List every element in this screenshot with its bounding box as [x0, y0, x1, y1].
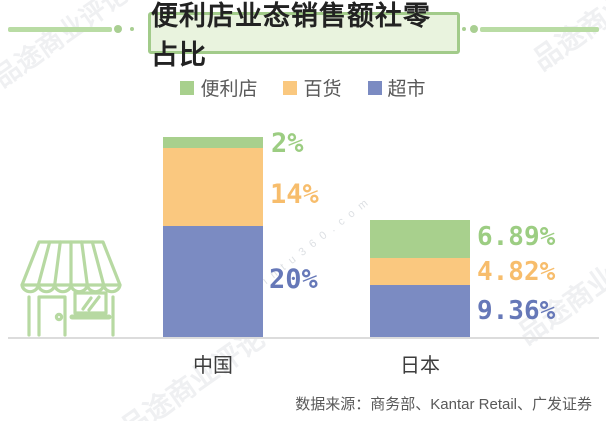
bar-segment-convenience: [163, 137, 263, 148]
title-box: 便利店业态销售额社零占比: [148, 1, 460, 70]
bar-segment-supermarket: [370, 285, 470, 337]
value-label: 14%: [270, 179, 319, 210]
category-label-japan: 日本: [400, 355, 440, 377]
value-label: 4.82%: [477, 257, 556, 287]
header-dot: [114, 25, 122, 33]
storefront-icon: [20, 240, 122, 337]
bar-china: [163, 137, 263, 337]
header-dot: [462, 27, 466, 31]
legend-swatch-blue: [367, 80, 382, 95]
category-label-china: 中国: [193, 355, 233, 377]
page-title: 便利店业态销售额社零占比: [151, 1, 431, 70]
legend-item-convenience: 便利店: [180, 74, 257, 101]
legend-label: 便利店: [200, 79, 258, 100]
legend-item-department: 百货: [283, 74, 342, 101]
value-label: 2%: [271, 128, 304, 159]
bar-japan: [370, 220, 470, 337]
header-rule-right: [480, 27, 599, 32]
bar-segment-department: [370, 258, 470, 285]
legend-swatch-orange: [283, 80, 298, 95]
bar-segment-supermarket: [163, 226, 263, 337]
legend-label: 超市: [387, 79, 426, 100]
legend-item-supermarket: 超市: [367, 74, 426, 101]
legend-label: 百货: [303, 79, 342, 100]
header-dot: [470, 25, 478, 33]
value-label: 9.36%: [477, 296, 556, 326]
legend-swatch-green: [180, 80, 195, 95]
header-rule-left: [8, 27, 112, 32]
chart-legend: 便利店 百货 超市: [0, 74, 606, 101]
watermark-text: 品途商业评论: [527, 0, 606, 77]
value-label: 6.89%: [477, 222, 556, 252]
header-dot: [130, 27, 134, 31]
axis-baseline: [8, 337, 599, 339]
value-label: 20%: [269, 264, 318, 295]
bar-segment-convenience: [370, 220, 470, 258]
data-source-note: 数据来源：商务部、Kantar Retail、广发证券: [295, 396, 592, 413]
bar-segment-department: [163, 148, 263, 226]
